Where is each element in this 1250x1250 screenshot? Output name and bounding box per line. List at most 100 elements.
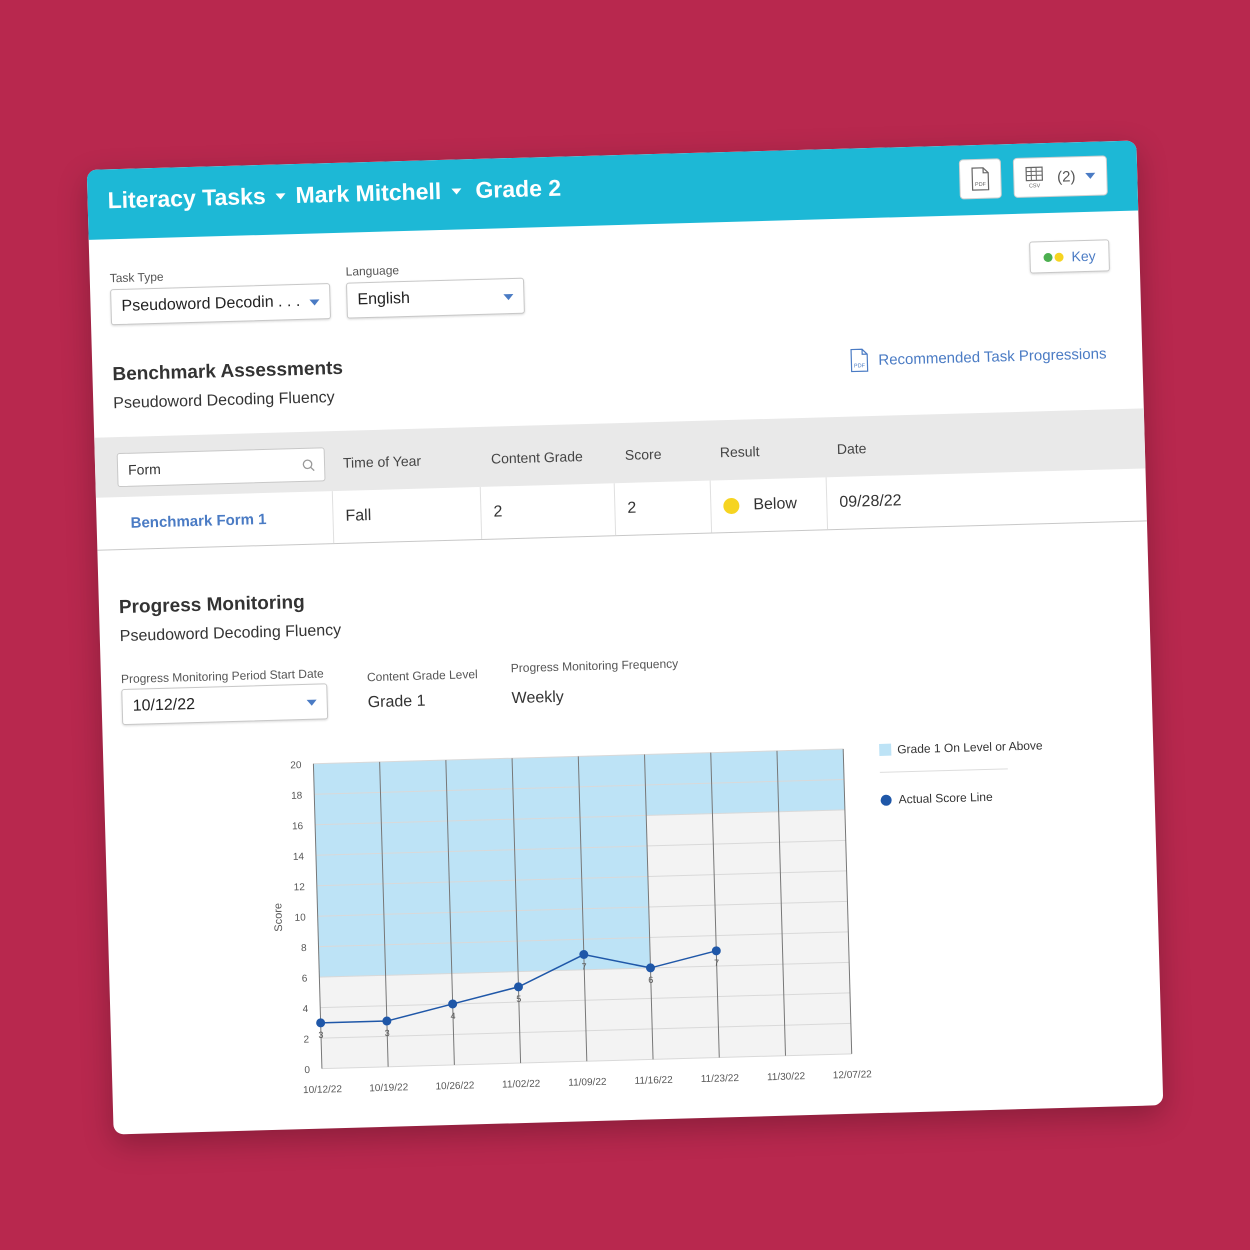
column-score[interactable]: Score (624, 445, 662, 463)
language-select[interactable]: English (345, 277, 525, 319)
band-segment (313, 761, 386, 978)
grid-line (379, 761, 389, 1067)
x-tick-label: 11/02/22 (502, 1079, 541, 1091)
svg-text:PDF: PDF (975, 182, 987, 188)
language-value: English (357, 289, 411, 309)
grid-line (577, 756, 588, 1062)
export-count: (2) (1056, 167, 1076, 186)
form-filter-input[interactable]: Form (116, 447, 326, 488)
y-axis-label: Score (272, 903, 285, 932)
band-swatch (879, 743, 892, 756)
chevron-down-icon (451, 187, 462, 195)
data-label: 5 (516, 994, 521, 1004)
benchmark-form-link[interactable]: Benchmark Form 1 (130, 510, 267, 532)
band-segment (578, 754, 651, 970)
y-tick-label: 10 (294, 913, 306, 924)
result-cell: Below (709, 477, 828, 533)
data-label: 6 (648, 975, 653, 985)
data-label: 3 (385, 1028, 390, 1038)
app-menu[interactable]: Literacy Tasks (107, 182, 286, 214)
y-tick-label: 20 (290, 760, 302, 771)
pdf-icon: PDF (971, 167, 990, 191)
column-time-of-year[interactable]: Time of Year (342, 452, 422, 471)
column-date[interactable]: Date (836, 440, 867, 458)
band-segment (512, 756, 585, 972)
start-date-label: Progress Monitoring Period Start Date (120, 666, 324, 687)
legend-divider (879, 768, 1008, 773)
grade-label: Grade 2 (475, 174, 562, 203)
x-tick-label: 11/09/22 (568, 1077, 607, 1089)
score-line-swatch (880, 794, 892, 806)
grid-line (312, 763, 323, 1069)
frequency-value: Weekly (511, 688, 565, 708)
grid-line (710, 752, 720, 1058)
chevron-down-icon (1085, 172, 1096, 179)
x-tick-label: 11/16/22 (634, 1075, 673, 1087)
task-type-value: Pseudoword Decodin . . . (121, 292, 301, 315)
result-status-dot (723, 497, 740, 515)
data-label: 3 (318, 1030, 323, 1040)
band-segment (379, 760, 452, 976)
green-dot-icon (1043, 252, 1053, 262)
csv-export-button[interactable]: CSV (2) (1012, 155, 1108, 198)
student-menu[interactable]: Mark Mitchell (295, 177, 462, 209)
key-label: Key (1071, 247, 1096, 265)
score-point (382, 1016, 392, 1026)
chevron-down-icon (306, 699, 317, 706)
recommended-progressions-link[interactable]: PDF Recommended Task Progressions (850, 341, 1107, 373)
column-content-grade[interactable]: Content Grade (490, 448, 583, 467)
grid-line (445, 760, 455, 1065)
legend-band-label: Grade 1 On Level or Above (897, 738, 1043, 757)
form-filter-placeholder: Form (127, 460, 162, 478)
y-tick-label: 0 (304, 1065, 310, 1076)
y-tick-label: 16 (292, 821, 304, 832)
x-tick-label: 10/12/22 (303, 1084, 343, 1096)
pdf-icon: PDF (850, 348, 869, 373)
key-button[interactable]: Key (1029, 239, 1110, 274)
score-point (711, 946, 721, 956)
x-tick-label: 10/19/22 (369, 1082, 409, 1094)
grade-level-value: Grade 1 (367, 692, 426, 712)
grid-line (842, 748, 853, 1054)
table-icon: CSV (1025, 166, 1043, 190)
benchmark-title: Benchmark Assessments (112, 357, 344, 386)
y-tick-label: 8 (301, 943, 307, 954)
x-tick-label: 11/23/22 (701, 1073, 740, 1085)
yellow-dot-icon (1054, 252, 1064, 262)
time-of-year-cell: Fall (331, 486, 482, 544)
benchmark-table-header: Form Time of Year Content Grade Score Re… (94, 408, 1146, 498)
pdf-export-button[interactable]: PDF (958, 158, 1002, 200)
svg-text:CSV: CSV (1029, 183, 1041, 189)
score-point (579, 950, 589, 960)
start-date-select[interactable]: 10/12/22 (121, 683, 329, 726)
svg-text:PDF: PDF (854, 363, 866, 369)
app-menu-label: Literacy Tasks (107, 182, 267, 214)
task-type-label: Task Type (109, 269, 164, 286)
result-value: Below (753, 495, 798, 514)
start-date-value: 10/12/22 (132, 696, 196, 715)
score-point (645, 963, 655, 973)
column-result[interactable]: Result (719, 443, 760, 461)
score-cell: 2 (613, 480, 712, 536)
y-tick-label: 18 (291, 791, 303, 802)
task-type-select[interactable]: Pseudoword Decodin . . . (110, 283, 331, 326)
chevron-down-icon (309, 299, 320, 306)
form-cell[interactable]: Benchmark Form 1 (96, 491, 333, 550)
language-label: Language (345, 263, 400, 279)
benchmark-subtitle: Pseudoword Decoding Fluency (113, 389, 335, 413)
data-label: 7 (714, 958, 719, 968)
y-tick-label: 2 (303, 1034, 309, 1045)
data-label: 4 (450, 1011, 455, 1021)
x-tick-label: 10/26/22 (435, 1080, 475, 1092)
date-cell: 09/28/22 (825, 468, 1147, 530)
chevron-down-icon (275, 192, 286, 200)
grid-line (776, 750, 786, 1056)
data-label: 7 (582, 961, 587, 971)
legend-score-line-label: Actual Score Line (898, 789, 993, 807)
y-tick-label: 4 (303, 1004, 309, 1015)
search-icon (302, 459, 315, 472)
chevron-down-icon (503, 293, 514, 301)
literacy-tasks-panel: Literacy Tasks Mark Mitchell Grade 2 PDF… (86, 140, 1164, 1135)
student-name: Mark Mitchell (295, 177, 442, 209)
x-tick-label: 11/30/22 (767, 1071, 806, 1083)
